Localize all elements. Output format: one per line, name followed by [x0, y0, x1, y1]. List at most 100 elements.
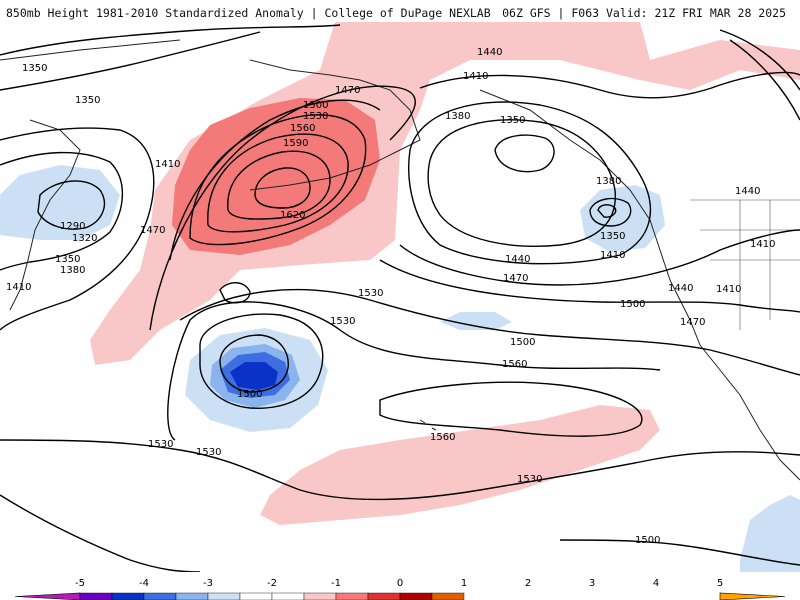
colorbar-tick-label: 1 [461, 578, 467, 589]
height-label: 1590 [283, 138, 308, 149]
height-label: 1410 [600, 250, 625, 261]
height-label: 1530 [330, 316, 355, 327]
colorbar-segment [431, 592, 465, 600]
height-label: 1410 [716, 284, 741, 295]
colorbar-tick-label: -4 [139, 578, 149, 589]
colorbar-segment [239, 592, 273, 600]
colorbar-segment [303, 592, 337, 600]
height-label: 1410 [463, 71, 488, 82]
neg-anomaly-small [440, 312, 512, 330]
map-title: 850mb Height 1981-2010 Standardized Anom… [6, 6, 491, 20]
colorbar-segment [335, 592, 369, 600]
colorbar-tick-label: 3 [589, 578, 595, 589]
contour [37, 180, 105, 230]
coastline-north-america [479, 89, 800, 481]
coastline-alaska [249, 59, 421, 191]
height-label: 1620 [280, 210, 305, 221]
colorbar-tick-label: 5 [717, 578, 723, 589]
contour [427, 119, 616, 247]
colorbar-left-arrow [14, 592, 81, 600]
height-label: 1530 [517, 474, 542, 485]
contour [494, 134, 555, 173]
height-label: 1380 [596, 176, 621, 187]
height-label: 1560 [502, 359, 527, 370]
contour [227, 150, 331, 220]
contour [589, 197, 632, 227]
height-label: 1380 [445, 111, 470, 122]
contour [719, 29, 800, 91]
colorbar-segment [143, 592, 177, 600]
coastlines [0, 39, 800, 481]
contour [219, 334, 289, 393]
height-label: 1410 [750, 239, 775, 250]
height-label: 1530 [196, 447, 221, 458]
contour [559, 539, 800, 566]
contour [0, 24, 341, 56]
height-label: 1320 [72, 233, 97, 244]
height-label: 1470 [680, 317, 705, 328]
colorbar-right-arrow [719, 592, 786, 600]
height-label: 1470 [140, 225, 165, 236]
coastline-hawaii [419, 419, 437, 431]
contour [199, 313, 324, 409]
height-label: 1530 [148, 439, 173, 450]
contour [379, 259, 800, 313]
colorbar-tick-label: 4 [653, 578, 659, 589]
colorbar-tick-label: -3 [203, 578, 213, 589]
contour [254, 167, 311, 209]
height-label: 1410 [155, 159, 180, 170]
colorbar-segment [271, 592, 305, 600]
colorbar-ticks: -5 -4 -3 -2 -1 0 1 2 3 4 5 [75, 578, 723, 589]
height-contours [0, 24, 800, 572]
colorbar-segment [111, 592, 145, 600]
colorbar-tick-label: -2 [267, 578, 277, 589]
colorbar-tick-label: 2 [525, 578, 531, 589]
height-label: 1350 [75, 95, 100, 106]
colorbar-segment [175, 592, 209, 600]
height-label: 1440 [668, 283, 693, 294]
contour [408, 101, 652, 265]
height-label: 1500 [237, 389, 262, 400]
height-label: 1350 [22, 63, 47, 74]
height-label: 1350 [55, 254, 80, 265]
run-valid-time: 06Z GFS | F063 Valid: 21Z FRI MAR 28 202… [502, 6, 786, 20]
colorbar-segment [399, 592, 433, 600]
contour [167, 301, 661, 441]
height-label: 1500 [620, 299, 645, 310]
height-label: 1440 [505, 254, 530, 265]
colorbar-tick-label: -5 [75, 578, 85, 589]
neg-anomaly-central-deep [230, 362, 278, 390]
colorbar-tick-label: 0 [397, 578, 403, 589]
contour [729, 39, 800, 121]
height-label: 1410 [6, 282, 31, 293]
height-label: 1500 [510, 337, 535, 348]
height-label: 1290 [60, 221, 85, 232]
contour [419, 71, 800, 99]
contour [207, 133, 349, 233]
height-label: 1350 [500, 115, 525, 126]
colorbar-segment [367, 592, 401, 600]
contour [379, 381, 643, 437]
header-bar: 850mb Height 1981-2010 Standardized Anom… [0, 0, 800, 22]
neg-anomaly-southeast [740, 495, 800, 572]
anomaly-map: 1350 1350 1410 1290 1320 1350 1380 1410 … [0, 22, 800, 572]
positive-anomaly-strong [172, 98, 380, 255]
colorbar-segment [79, 592, 113, 600]
contour [179, 288, 800, 376]
contour [399, 229, 800, 286]
contour [219, 282, 251, 304]
height-label: 1500 [303, 100, 328, 111]
height-label: 1470 [503, 273, 528, 284]
height-label: 1440 [735, 186, 760, 197]
contour [0, 31, 261, 91]
height-label: 1560 [290, 123, 315, 134]
contour [189, 114, 367, 246]
height-label: 1530 [358, 288, 383, 299]
anomaly-colorbar: -5 -4 -3 -2 -1 0 1 2 3 4 5 [14, 578, 786, 600]
height-label: 1440 [477, 47, 502, 58]
contour [0, 439, 800, 501]
height-label: 1500 [635, 535, 660, 546]
height-label: 1380 [60, 265, 85, 276]
negative-anomaly-regions [0, 165, 800, 572]
